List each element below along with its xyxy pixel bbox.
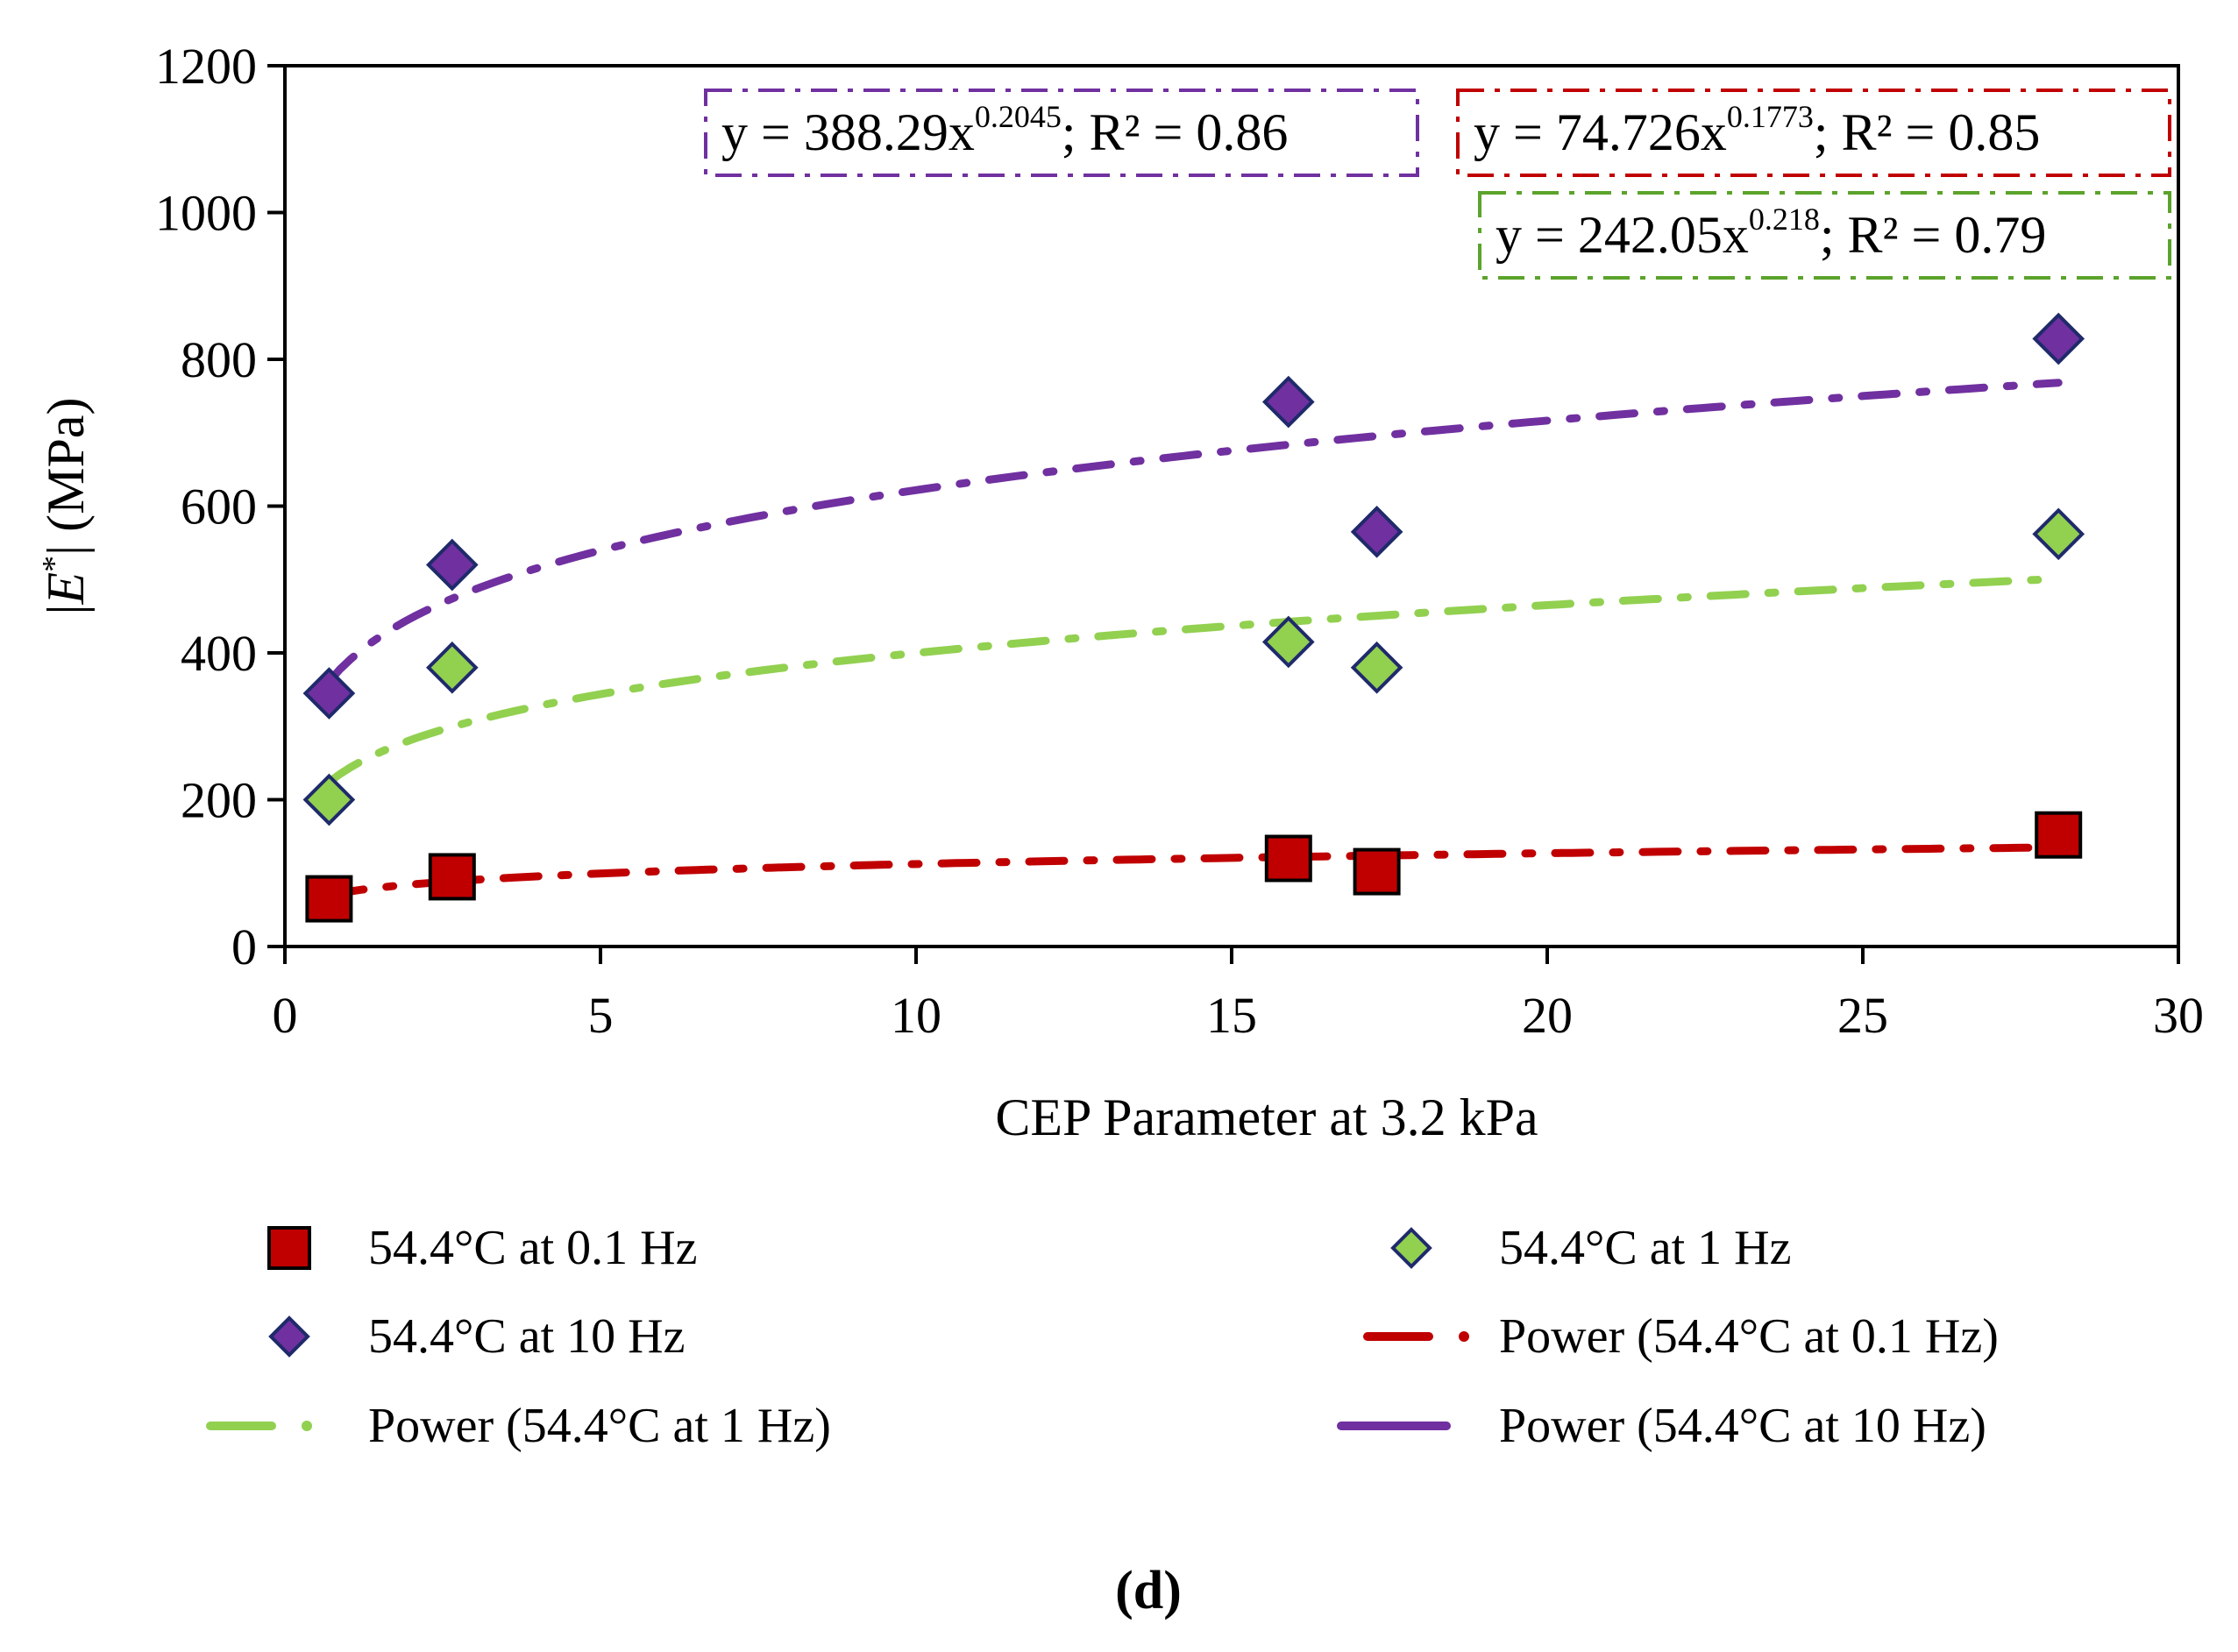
equation-exponent: 0.218 bbox=[1749, 202, 1820, 237]
axis-text-layer: 0 200 400 600 800 1000 1200 0 5 10 15 20 25 30 CEP Par… bbox=[36, 38, 2204, 1620]
trendline-layer bbox=[324, 379, 2063, 899]
trendline-2 bbox=[324, 379, 2063, 686]
legend-label-5: Power (54.4°C at 10 Hz) bbox=[1499, 1399, 1986, 1453]
y-tick-label: 1200 bbox=[155, 38, 257, 95]
y-tick-label: 400 bbox=[181, 625, 257, 682]
x-tick-label: 20 bbox=[1522, 987, 1573, 1044]
trendline-0 bbox=[324, 843, 2063, 899]
x-tick-label: 15 bbox=[1206, 987, 1257, 1044]
data-point-series-1 bbox=[1350, 641, 1403, 694]
y-tick-label: 800 bbox=[181, 331, 257, 388]
x-tick-label: 25 bbox=[1837, 987, 1888, 1044]
equation-box-0 bbox=[1456, 89, 2171, 177]
y-tick-label: 600 bbox=[181, 479, 257, 535]
legend-swatch-0 bbox=[267, 1226, 311, 1270]
x-tick-label: 30 bbox=[2153, 987, 2204, 1044]
x-tick-label: 0 bbox=[273, 987, 298, 1044]
equation-main: y = 388.29x bbox=[721, 103, 975, 161]
y-tick-label: 1000 bbox=[155, 185, 257, 242]
equation-main: y = 242.05x bbox=[1496, 206, 1749, 264]
equation-box-2 bbox=[704, 89, 1419, 177]
y-axis-title-part: | bbox=[37, 604, 95, 614]
legend-label-2: 54.4°C at 10 Hz bbox=[368, 1309, 685, 1364]
data-point-series-1 bbox=[1261, 615, 1315, 669]
data-point-series-1 bbox=[302, 773, 356, 826]
y-axis-title: |E*| (MPa) bbox=[36, 398, 95, 615]
marker-layer bbox=[302, 312, 2085, 923]
data-point-series-2 bbox=[425, 538, 479, 592]
data-point-series-0 bbox=[305, 875, 353, 923]
legend-label-0: 54.4°C at 0.1 Hz bbox=[368, 1221, 697, 1275]
x-axis-title: CEP Parameter at 3.2 kPa bbox=[995, 1088, 1538, 1146]
legend: 54.4°C at 0.1 Hz 54.4°C at 1 Hz 54.4°C at … bbox=[206, 1221, 1999, 1453]
trendline-equation-2: y = 388.29x0.2045; R² = 0.86 bbox=[721, 99, 1288, 161]
equation-exponent: 0.1773 bbox=[1727, 99, 1814, 134]
data-point-series-1 bbox=[425, 641, 479, 694]
legend-label-4: Power (54.4°C at 1 Hz) bbox=[368, 1399, 831, 1453]
data-point-series-0 bbox=[1264, 834, 1312, 883]
equation-r-squared: ; R² = 0.79 bbox=[1820, 206, 2047, 264]
data-point-series-2 bbox=[1350, 505, 1403, 558]
data-point-series-2 bbox=[2032, 312, 2085, 365]
data-point-series-0 bbox=[2035, 811, 2083, 859]
trendline-equation-0: y = 74.726x0.1773; R² = 0.85 bbox=[1474, 99, 2040, 161]
panel-label: (d) bbox=[1115, 1561, 1182, 1620]
data-point-series-2 bbox=[1261, 375, 1315, 429]
equation-main: y = 74.726x bbox=[1474, 103, 1727, 161]
equation-exponent: 0.2045 bbox=[975, 99, 1062, 134]
y-axis-title-part: E bbox=[37, 572, 95, 606]
x-tick-label: 5 bbox=[588, 987, 614, 1044]
data-point-series-2 bbox=[302, 667, 356, 720]
data-point-series-0 bbox=[428, 853, 476, 901]
y-tick-label: 200 bbox=[181, 772, 257, 829]
legend-swatch-1 bbox=[1390, 1227, 1432, 1269]
legend-swatch-2 bbox=[268, 1315, 310, 1358]
legend-swatch-dot-4 bbox=[302, 1421, 312, 1431]
equation-r-squared: ; R² = 0.85 bbox=[1814, 103, 2041, 161]
y-axis-title-part: * bbox=[36, 556, 73, 572]
plot-frame-layer bbox=[267, 64, 2180, 964]
equation-box-1 bbox=[1478, 191, 2171, 280]
data-point-series-1 bbox=[2032, 507, 2085, 561]
x-tick-label: 10 bbox=[891, 987, 941, 1044]
legend-label-1: 54.4°C at 1 Hz bbox=[1499, 1221, 1791, 1275]
equation-layer: y = 388.29x0.2045; R² = 0.86 y = 74.726x0… bbox=[704, 89, 2171, 280]
legend-swatch-dot-3 bbox=[1459, 1331, 1469, 1342]
y-tick-label: 0 bbox=[231, 918, 257, 975]
equation-r-squared: ; R² = 0.86 bbox=[1062, 103, 1289, 161]
legend-label-3: Power (54.4°C at 0.1 Hz) bbox=[1499, 1309, 1999, 1364]
data-point-series-0 bbox=[1353, 847, 1401, 896]
trendline-1 bbox=[324, 575, 2063, 786]
trendline-equation-1: y = 242.05x0.218; R² = 0.79 bbox=[1496, 202, 2046, 264]
y-axis-title-part: | (MPa) bbox=[37, 398, 95, 556]
